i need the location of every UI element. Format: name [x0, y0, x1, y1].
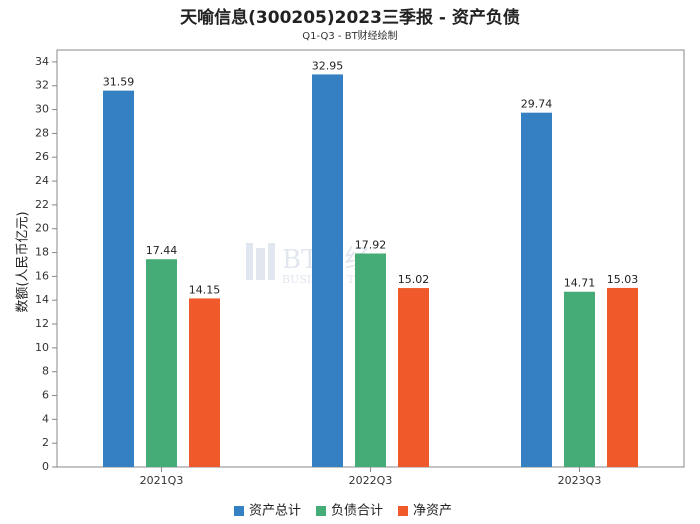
bar-净资产-2023Q3 — [607, 287, 638, 467]
bar-value-label: 15.03 — [607, 273, 639, 286]
legend-swatch — [316, 506, 326, 516]
y-tick-label: 12 — [35, 317, 49, 330]
x-tick-label: 2021Q3 — [140, 474, 184, 487]
legend-item-资产总计: 资产总计 — [234, 504, 301, 519]
y-tick-label: 18 — [35, 246, 49, 259]
y-tick-label: 22 — [35, 198, 49, 211]
bar-value-label: 29.74 — [521, 98, 553, 111]
x-tick-label: 2023Q3 — [558, 474, 602, 487]
bar-负债合计-2022Q3 — [355, 253, 386, 467]
bar-value-label: 32.95 — [312, 59, 344, 72]
plot-area: 024681012141618202224262830323431.5917.4… — [35, 49, 685, 487]
y-tick-label: 0 — [42, 460, 49, 473]
bar-负债合计-2021Q3 — [146, 259, 177, 467]
bar-资产总计-2023Q3 — [521, 112, 552, 468]
chart-subtitle: Q1-Q3 - BT财经绘制 — [302, 31, 398, 42]
bar-value-label: 15.02 — [398, 273, 430, 286]
y-tick-label: 16 — [35, 269, 49, 282]
bar-资产总计-2021Q3 — [103, 90, 134, 467]
y-tick-label: 30 — [35, 103, 49, 116]
y-tick-label: 6 — [42, 389, 49, 402]
bar-value-label: 17.92 — [355, 238, 387, 251]
legend-swatch — [234, 506, 244, 516]
bar-value-label: 17.44 — [146, 244, 178, 257]
bar-value-label: 14.71 — [564, 277, 596, 290]
y-tick-label: 14 — [35, 293, 49, 306]
legend-item-负债合计: 负债合计 — [316, 504, 383, 519]
y-tick-label: 24 — [35, 174, 49, 187]
y-tick-label: 32 — [35, 79, 49, 92]
bar-value-label: 31.59 — [103, 76, 135, 89]
legend: 资产总计 负债合计 净资产 — [234, 504, 452, 519]
bar-资产总计-2022Q3 — [312, 74, 343, 467]
bar-负债合计-2023Q3 — [564, 291, 595, 467]
y-axis-title: 数额(人民币亿元) — [16, 211, 31, 312]
bar-净资产-2021Q3 — [189, 298, 220, 467]
y-tick-label: 4 — [42, 412, 49, 425]
y-tick-label: 34 — [35, 55, 49, 68]
y-tick-label: 10 — [35, 341, 49, 354]
legend-label: 资产总计 — [249, 504, 301, 519]
legend-item-净资产: 净资产 — [398, 504, 452, 519]
y-tick-label: 28 — [35, 126, 49, 139]
chart-title: 天喻信息(300205)2023三季报 - 资产负债 — [180, 8, 520, 28]
legend-swatch — [398, 506, 408, 516]
legend-label: 负债合计 — [331, 504, 383, 519]
bar-净资产-2022Q3 — [398, 288, 429, 467]
y-tick-label: 8 — [42, 365, 49, 378]
y-tick-label: 26 — [35, 150, 49, 163]
y-tick-label: 20 — [35, 222, 49, 235]
legend-label: 净资产 — [413, 504, 452, 519]
y-tick-label: 2 — [42, 436, 49, 449]
x-tick-label: 2022Q3 — [349, 474, 393, 487]
bar-value-label: 14.15 — [189, 283, 221, 296]
